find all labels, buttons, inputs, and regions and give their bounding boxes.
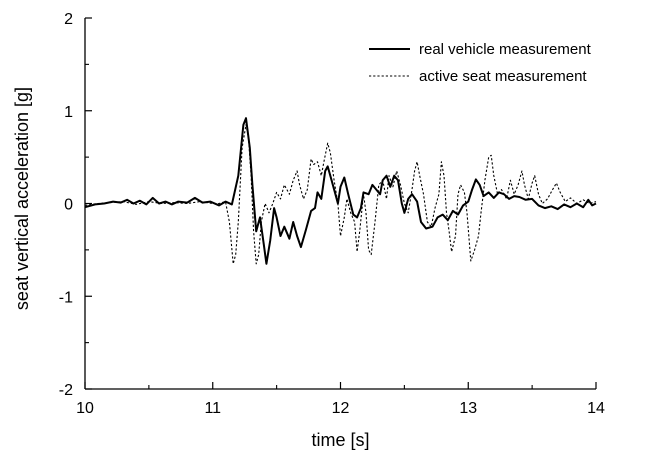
legend-label-real-vehicle: real vehicle measurement: [419, 41, 592, 58]
x-tick-label: 13: [459, 400, 477, 417]
series-layer: [84, 117, 597, 265]
x-tick-label: 12: [332, 400, 350, 417]
y-tick-label: 1: [64, 104, 73, 121]
x-tick-label: 10: [76, 400, 94, 417]
series-line-active-seat: [84, 124, 597, 265]
x-tick-label: 14: [587, 400, 605, 417]
y-tick-label: -2: [59, 382, 73, 399]
y-axis: -2 -1 0 1 2: [59, 11, 92, 399]
y-tick-label: 0: [64, 197, 73, 214]
x-axis: 10 11 12 13 14: [76, 382, 605, 417]
x-axis-title: time [s]: [311, 430, 369, 450]
y-axis-title: seat vertical acceleration [g]: [12, 87, 32, 310]
x-tick-label: 11: [204, 400, 221, 417]
series-line-real-vehicle: [84, 117, 597, 265]
legend: real vehicle measurement active seat mea…: [369, 41, 592, 85]
y-tick-label: 2: [64, 11, 73, 28]
legend-label-active-seat: active seat measurement: [419, 68, 587, 85]
y-tick-label: -1: [59, 289, 73, 306]
